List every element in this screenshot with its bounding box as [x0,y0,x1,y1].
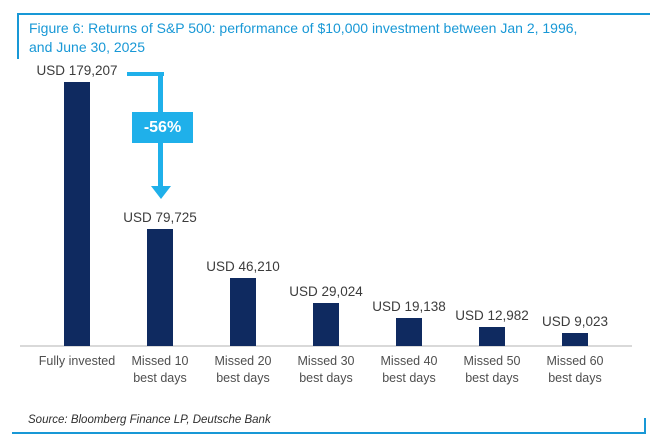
bar-value-label: USD 46,210 [206,259,280,274]
x-axis-labels: Fully invested Missed 10 best days Missed 2… [0,353,660,391]
bar [147,229,173,346]
bar [313,303,339,346]
x-axis-label-line: Missed 40 [380,354,438,368]
x-axis-label: Missed 40 best days [364,353,454,387]
bar-value-label: USD 79,725 [123,210,197,225]
x-axis-label: Missed 30 best days [281,353,371,387]
x-axis-label-line: Missed 20 [214,354,272,368]
bar-value-label: USD 19,138 [372,299,446,314]
x-axis-label-line: best days [216,371,270,385]
bar [562,333,588,346]
x-axis-label: Fully invested [32,353,122,370]
x-axis-label-line: best days [382,371,436,385]
x-axis-label-line: Missed 10 [131,354,189,368]
x-axis-label-line: best days [133,371,187,385]
figure-title: Figure 6: Returns of S&P 500: performanc… [29,19,644,56]
source-note: Source: Bloomberg Finance LP, Deutsche B… [28,414,271,426]
bar [479,327,505,346]
x-axis-label: Missed 60 best days [530,353,620,387]
bar-value-label: USD 29,024 [289,284,363,299]
x-axis-label-line: best days [465,371,519,385]
x-axis-label-line: Missed 50 [463,354,521,368]
annotation-pct-badge: -56% [132,112,193,143]
x-axis-label-line: Missed 60 [546,354,604,368]
annotation-arrow-head-icon [151,186,171,199]
x-axis-label-line: Missed 30 [297,354,355,368]
bar [64,82,90,346]
figure-title-line2: and June 30, 2025 [29,38,145,55]
source-right-rule [644,418,646,434]
bottom-border-rule [12,432,646,434]
annotation-arrow-horizontal [127,72,164,76]
bar-value-label: USD 179,207 [36,63,118,78]
bar-value-label: USD 9,023 [541,314,609,329]
x-axis-baseline [20,345,632,347]
plot-area: USD 179,207 USD 79,725 USD 46,210 USD 29,02… [0,60,660,347]
x-axis-label: Missed 10 best days [115,353,205,387]
bar [230,278,256,346]
x-axis-label-line: best days [299,371,353,385]
x-axis-label-line: best days [548,371,602,385]
x-axis-label: Missed 20 best days [198,353,288,387]
bar-value-label: USD 12,982 [455,308,529,323]
top-border-rule [17,13,650,15]
bar [396,318,422,346]
x-axis-label-line: Fully invested [38,354,116,368]
x-axis-label: Missed 50 best days [447,353,537,387]
title-left-rule [17,13,19,59]
figure-title-line1: Figure 6: Returns of S&P 500: performanc… [29,20,578,36]
